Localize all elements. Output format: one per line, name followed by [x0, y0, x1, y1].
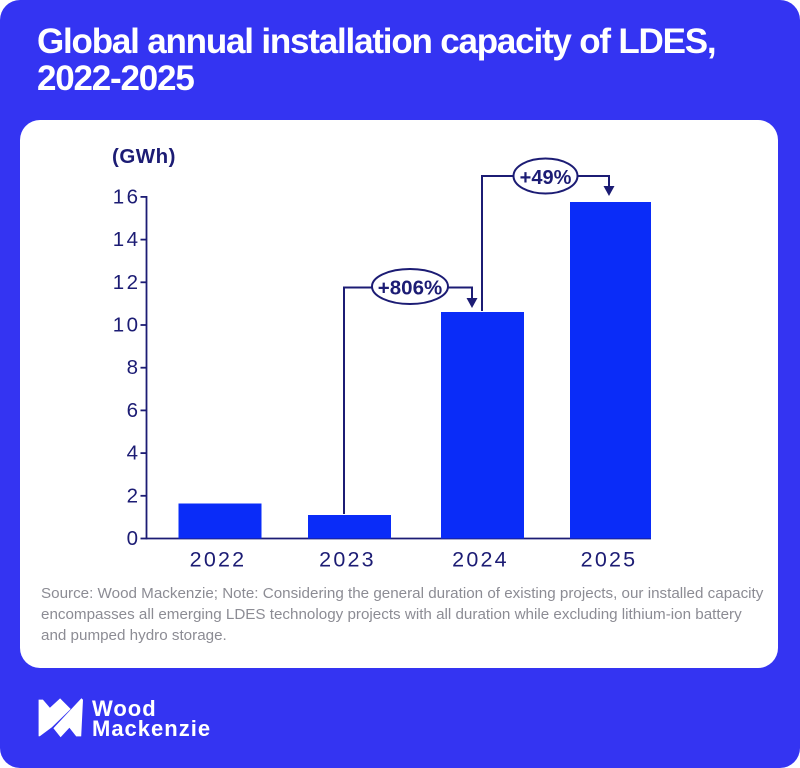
svg-text:2025: 2025 — [581, 548, 638, 572]
svg-text:(GWh): (GWh) — [112, 145, 176, 168]
svg-text:6: 6 — [127, 399, 141, 422]
svg-text:+806%: +806% — [378, 277, 442, 300]
svg-text:8: 8 — [127, 356, 141, 379]
svg-text:10: 10 — [113, 314, 141, 337]
svg-text:2023: 2023 — [319, 548, 376, 572]
svg-text:16: 16 — [113, 185, 141, 208]
svg-text:+49%: +49% — [520, 167, 572, 189]
svg-text:12: 12 — [113, 271, 141, 294]
svg-text:0: 0 — [127, 527, 141, 550]
svg-text:2: 2 — [127, 484, 141, 507]
svg-text:14: 14 — [113, 228, 141, 251]
svg-text:2022: 2022 — [190, 548, 247, 572]
svg-text:4: 4 — [127, 442, 141, 465]
svg-text:2024: 2024 — [452, 548, 509, 572]
